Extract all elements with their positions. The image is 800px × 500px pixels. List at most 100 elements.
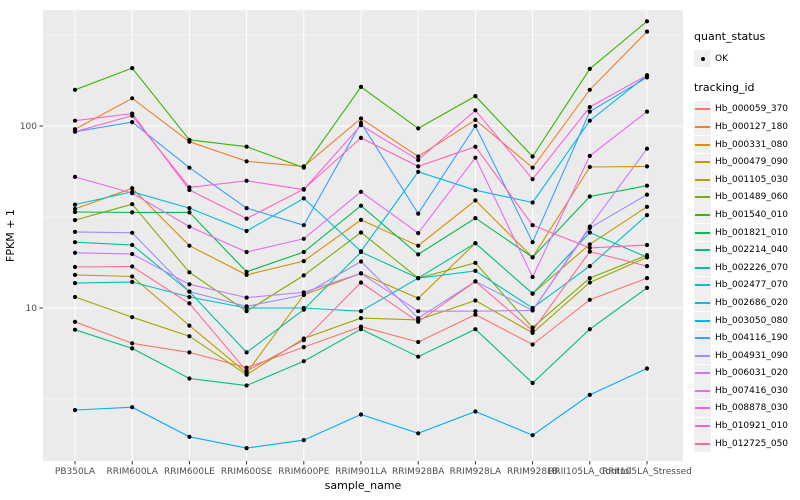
legend-key-swatch xyxy=(694,188,711,206)
data-point-Hb_010921_010 xyxy=(244,216,249,221)
legend-key-swatch xyxy=(694,136,711,154)
x-tick-label: RRIM600LA xyxy=(106,467,158,477)
legend-key-swatch xyxy=(694,312,711,330)
data-point-Hb_006031_020 xyxy=(530,308,535,313)
legend-key-swatch xyxy=(694,294,711,312)
data-point-Hb_004931_090 xyxy=(130,230,135,235)
data-point-Hb_001821_010 xyxy=(587,194,592,199)
line-swatch-icon xyxy=(695,337,710,340)
data-point-Hb_000479_090 xyxy=(416,296,421,301)
legend-item-Hb_000059_370: Hb_000059_370 xyxy=(694,100,800,119)
data-point-Hb_002686_020 xyxy=(301,196,306,201)
data-point-Hb_000127_180 xyxy=(244,159,249,164)
data-point-Hb_001821_010 xyxy=(130,210,135,215)
data-point-Hb_001821_010 xyxy=(301,249,306,255)
data-point-Hb_002477_070 xyxy=(130,279,135,285)
data-point-Hb_008878_030 xyxy=(530,177,535,182)
data-point-Hb_008878_030 xyxy=(473,108,478,113)
legend-item-ok: OK xyxy=(694,50,800,68)
legend-item-label: Hb_006031_020 xyxy=(715,368,789,379)
data-point-Hb_002214_040 xyxy=(473,327,478,332)
data-point-Hb_004931_090 xyxy=(244,304,249,309)
x-tick-label: PB350LA xyxy=(55,467,96,477)
legend-title-tracking-id: tracking_id xyxy=(694,80,755,94)
legend-item-Hb_001489_060: Hb_001489_060 xyxy=(694,188,800,207)
legend-key-swatch xyxy=(694,241,711,259)
data-point-Hb_010921_010 xyxy=(72,118,78,123)
legend-item-label: Hb_000059_370 xyxy=(715,104,789,115)
data-point-Hb_003050_080 xyxy=(473,409,478,414)
data-point-Hb_002686_020 xyxy=(416,169,421,174)
data-point-Hb_001105_030 xyxy=(473,298,478,303)
line-swatch-icon xyxy=(695,425,710,428)
legend-item-Hb_010921_010: Hb_010921_010 xyxy=(694,417,800,435)
data-point-Hb_001540_010 xyxy=(130,66,135,71)
data-point-Hb_012725_050 xyxy=(644,264,650,269)
line-swatch-icon xyxy=(695,231,710,234)
data-point-Hb_000331_080 xyxy=(244,272,249,277)
data-point-Hb_000331_080 xyxy=(358,217,364,222)
data-point-Hb_001105_030 xyxy=(244,372,249,377)
data-point-Hb_002477_070 xyxy=(473,268,478,273)
data-point-Hb_000331_080 xyxy=(473,198,478,203)
legend-item-label: Hb_001540_010 xyxy=(715,209,789,220)
data-point-Hb_002214_040 xyxy=(416,354,421,359)
data-point-Hb_000127_180 xyxy=(644,29,650,34)
data-point-Hb_002477_070 xyxy=(587,264,592,269)
data-point-Hb_002686_020 xyxy=(473,188,478,193)
legend-item-Hb_002214_040: Hb_002214_040 xyxy=(694,241,800,259)
data-point-Hb_007416_030 xyxy=(72,174,78,179)
legend-section-quant-status: quant_status OK xyxy=(694,30,800,68)
data-point-Hb_007416_030 xyxy=(187,224,192,229)
point-icon xyxy=(700,56,705,61)
data-point-Hb_004116_190 xyxy=(473,123,478,129)
data-point-Hb_006031_020 xyxy=(301,290,306,295)
data-point-Hb_000059_370 xyxy=(416,339,421,345)
x-tick-label: RRII105LA_Control xyxy=(548,467,631,477)
ok-point-key xyxy=(694,50,711,68)
data-point-Hb_001540_010 xyxy=(72,87,78,92)
data-point-Hb_012725_050 xyxy=(244,369,249,374)
data-point-Hb_003050_080 xyxy=(187,434,192,439)
line-swatch-icon xyxy=(695,196,710,199)
data-point-Hb_006031_020 xyxy=(187,282,192,287)
line-swatch-icon xyxy=(695,161,710,164)
line-swatch-icon xyxy=(695,249,710,252)
data-point-Hb_001489_060 xyxy=(72,218,78,223)
data-point-Hb_002226_070 xyxy=(72,240,78,245)
legend-key-swatch xyxy=(694,259,711,277)
data-point-Hb_002477_070 xyxy=(416,276,421,281)
data-point-Hb_004116_190 xyxy=(301,223,306,228)
data-point-Hb_000479_090 xyxy=(587,242,592,247)
data-point-Hb_002226_070 xyxy=(473,241,478,246)
data-point-Hb_006031_020 xyxy=(644,146,650,151)
data-point-Hb_004116_190 xyxy=(130,120,135,125)
data-point-Hb_002214_040 xyxy=(187,376,192,381)
data-point-Hb_000331_080 xyxy=(301,259,306,264)
data-point-Hb_001821_010 xyxy=(244,269,249,274)
data-point-Hb_003050_080 xyxy=(301,438,306,443)
data-point-Hb_001540_010 xyxy=(358,84,364,89)
legend-item-label: Hb_007416_030 xyxy=(715,385,789,396)
legend-key-swatch xyxy=(694,276,711,294)
data-point-Hb_007416_030 xyxy=(130,191,135,196)
data-point-Hb_003050_080 xyxy=(587,392,592,397)
data-point-Hb_000479_090 xyxy=(644,204,650,209)
data-point-Hb_003050_080 xyxy=(130,405,135,410)
data-point-Hb_004931_090 xyxy=(644,192,650,197)
data-point-Hb_000331_080 xyxy=(130,186,135,191)
line-swatch-icon xyxy=(695,301,710,304)
panel-background xyxy=(43,10,683,461)
data-point-Hb_000059_370 xyxy=(473,312,478,317)
data-point-Hb_008878_030 xyxy=(72,129,78,134)
legend-key-swatch xyxy=(694,417,711,435)
data-point-Hb_001821_010 xyxy=(530,255,535,260)
data-point-Hb_003050_080 xyxy=(644,366,650,371)
legend-item-label: Hb_002226_070 xyxy=(715,262,789,273)
data-point-Hb_004931_090 xyxy=(358,259,364,264)
legend-item-label: Hb_004931_090 xyxy=(715,350,789,361)
data-point-Hb_000059_370 xyxy=(187,350,192,355)
legend-item-label: Hb_001105_030 xyxy=(715,174,789,185)
data-point-Hb_002214_040 xyxy=(301,359,306,364)
